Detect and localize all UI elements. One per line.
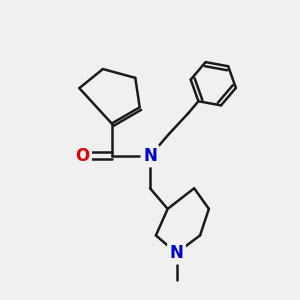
Text: N: N (169, 244, 183, 262)
Text: O: O (75, 147, 89, 165)
Text: O: O (75, 147, 89, 165)
Text: N: N (143, 147, 157, 165)
